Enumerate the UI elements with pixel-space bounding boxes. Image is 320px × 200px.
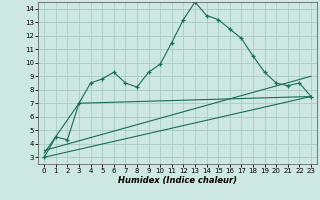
X-axis label: Humidex (Indice chaleur): Humidex (Indice chaleur) xyxy=(118,176,237,185)
